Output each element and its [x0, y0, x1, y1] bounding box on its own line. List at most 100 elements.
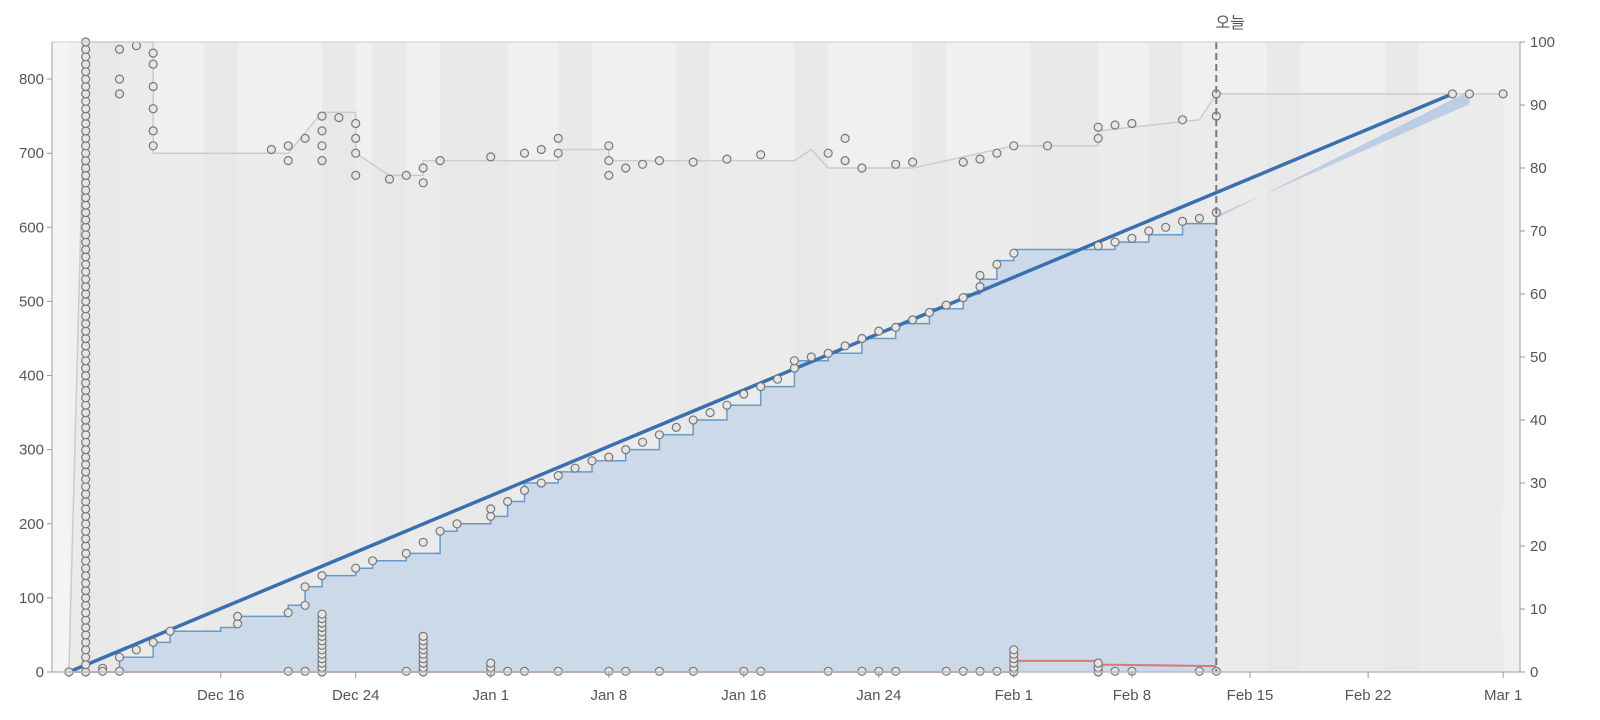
- scope-point: [148, 48, 158, 58]
- scope-cluster-point: [81, 267, 91, 277]
- scope-cluster-point: [81, 363, 91, 373]
- scope-cluster-point: [81, 445, 91, 455]
- burn-point: [722, 400, 732, 410]
- scope-cluster-point: [81, 156, 91, 166]
- gridlines: [52, 42, 69, 672]
- scope-point: [1042, 141, 1053, 151]
- scope-cluster-point: [81, 511, 91, 522]
- scope-cluster-point: [81, 474, 91, 484]
- burn-point: [317, 570, 327, 581]
- y-axis-right-ticks: 0 10 20 30 40 50 60 70 80 90 100: [1520, 34, 1555, 681]
- scope-point: [317, 156, 327, 166]
- x-axis-ticks: Dec 16 Dec 24 Jan 1 Jan 8 Jan 16 Jan 24 Feb 1 F…: [197, 672, 1522, 704]
- scope-point: [840, 156, 850, 166]
- burn-point: [688, 415, 698, 425]
- scope-cluster-point: [81, 504, 91, 514]
- scope-cluster-point: [81, 541, 91, 551]
- x-tick-label: Jan 8: [590, 687, 627, 704]
- burn-point: [891, 322, 901, 332]
- scope-point: [131, 41, 141, 51]
- burn-point: [519, 485, 530, 495]
- scope-cluster-point: [81, 141, 91, 151]
- zero-stack-point: [1093, 658, 1103, 668]
- x-tick-label: Jan 24: [856, 687, 901, 704]
- burn-point: [486, 511, 496, 522]
- scope-cluster-point: [81, 408, 91, 418]
- scope-cluster-point: [81, 274, 91, 284]
- scope-point: [114, 89, 125, 99]
- scope-point: [148, 126, 158, 136]
- scope-cluster-point: [81, 422, 91, 432]
- scope-cluster-point: [81, 630, 91, 640]
- y-left-tick-label: 100: [19, 590, 44, 607]
- scope-point: [536, 144, 546, 155]
- scope-point: [1127, 118, 1137, 129]
- today-label: 오늘: [1216, 14, 1245, 32]
- y-right-tick-label: 40: [1530, 412, 1547, 429]
- y-right-tick-label: 10: [1530, 601, 1547, 618]
- scope-cluster-point: [81, 622, 91, 633]
- burn-point: [1194, 213, 1205, 223]
- burn-point: [941, 300, 951, 310]
- y-left-tick-label: 600: [19, 219, 44, 236]
- x-tick-label: Dec 24: [332, 687, 380, 704]
- completed-area: [68, 212, 1217, 672]
- scope-point: [401, 170, 411, 180]
- scope-point: [317, 126, 327, 136]
- scope-cluster-point: [81, 319, 91, 329]
- zero-stack-point: [317, 609, 327, 619]
- y-left-tick-label: 0: [36, 664, 44, 681]
- scope-point: [1447, 89, 1458, 99]
- burn-point: [570, 463, 580, 473]
- y-left-tick-label: 800: [19, 71, 44, 88]
- burn-point: [806, 352, 816, 362]
- burn-point: [1093, 241, 1103, 251]
- scope-point: [486, 152, 496, 162]
- y-right-tick-label: 90: [1530, 97, 1547, 114]
- scope-cluster-point: [81, 348, 91, 358]
- forecast-band: [1216, 90, 1470, 219]
- y-left-tick-label: 400: [19, 368, 44, 385]
- y-axis-left-ticks: 0 100 200 300 400 500 600 700 800: [19, 71, 52, 681]
- scope-cluster-point: [81, 489, 91, 499]
- scope-cluster-point: [81, 467, 91, 477]
- scope-cluster-point: [81, 282, 91, 292]
- scope-cluster-point: [81, 304, 91, 314]
- burn-point: [300, 582, 310, 592]
- zero-stack-point: [1009, 645, 1019, 655]
- scope-cluster-point: [81, 496, 91, 507]
- scope-point: [283, 141, 293, 151]
- scope-cluster-point: [81, 326, 91, 336]
- scope-point: [1009, 141, 1019, 151]
- burn-point: [131, 645, 141, 655]
- scope-point: [114, 44, 125, 55]
- burn-point: [907, 315, 918, 325]
- burn-point: [654, 430, 665, 440]
- scope-cluster-point: [81, 393, 91, 403]
- burn-point: [114, 652, 125, 662]
- scope-point: [334, 112, 344, 123]
- burn-point: [1009, 248, 1019, 258]
- scope-point: [891, 159, 901, 169]
- burn-point: [756, 382, 766, 392]
- scope-cluster-point: [81, 400, 91, 410]
- scope-point: [553, 148, 563, 158]
- scope-point: [148, 59, 158, 69]
- burn-point: [587, 456, 597, 466]
- scope-cluster-point: [81, 311, 91, 321]
- zero-stack-point: [418, 631, 428, 642]
- y-left-tick-label: 300: [19, 442, 44, 459]
- burn-point: [992, 259, 1002, 269]
- scope-cluster-point: [81, 563, 91, 573]
- burn-point: [300, 600, 310, 610]
- scope-point: [553, 133, 563, 143]
- scope-cluster-point: [81, 289, 91, 299]
- zero-stack-point: [486, 658, 496, 668]
- scope-point: [317, 111, 327, 121]
- burn-point: [671, 422, 681, 432]
- scope-cluster-point: [81, 459, 91, 470]
- scope-point: [992, 148, 1002, 158]
- scope-cluster-point: [81, 178, 91, 188]
- scope-point: [722, 154, 732, 164]
- scope-point: [1093, 133, 1103, 143]
